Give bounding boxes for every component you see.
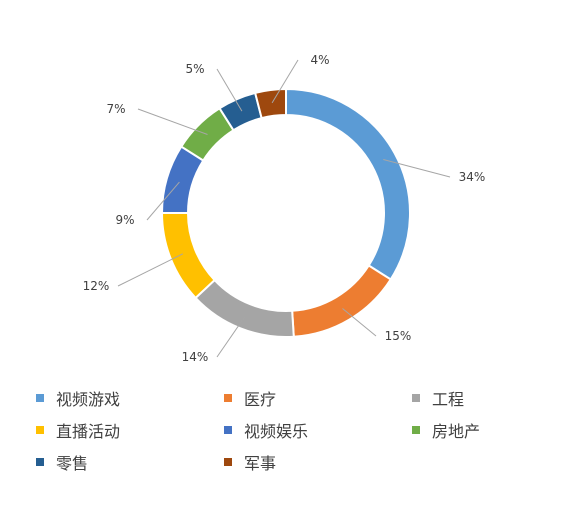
legend-label: 房地产	[432, 422, 481, 441]
slice-2	[291, 264, 393, 338]
legend-item-7: 零售	[36, 450, 88, 474]
legend-label: 医疗	[244, 390, 277, 409]
legend-swatch	[412, 394, 420, 402]
slice-3	[194, 278, 295, 338]
leader-line-6	[137, 108, 208, 135]
leader-line-5	[146, 181, 180, 221]
legend-item-8: 军事	[224, 450, 276, 474]
legend-swatch	[36, 394, 44, 402]
legend-swatch	[412, 426, 420, 434]
data-labels: 34% 15% 14% 12% 9% 7% 5% 4%	[83, 53, 486, 364]
leader-lines	[117, 59, 451, 358]
legend-label: 直播活动	[56, 422, 121, 441]
leader-line-2	[342, 308, 377, 337]
legend-label: 视频游戏	[56, 390, 121, 409]
slice-4	[160, 212, 216, 300]
data-label-7: 5%	[185, 62, 204, 76]
data-label-6: 7%	[106, 102, 125, 116]
legend-item-2: 医疗	[224, 386, 276, 410]
legend-item-1: 视频游戏	[36, 386, 120, 410]
legend-swatch	[224, 426, 232, 434]
data-label-4: 12%	[83, 279, 110, 293]
data-label-3: 14%	[182, 350, 209, 364]
legend-label: 视频娱乐	[244, 422, 309, 441]
legend-swatch	[36, 458, 44, 466]
data-label-5: 9%	[115, 213, 134, 227]
legend-swatch	[224, 394, 232, 402]
legend-item-6: 房地产	[412, 418, 480, 442]
legend-item-4: 直播活动	[36, 418, 120, 442]
donut-chart: 34% 15% 14% 12% 9% 7% 5% 4%	[83, 53, 486, 364]
legend-swatch	[36, 426, 44, 434]
data-label-2: 15%	[385, 329, 412, 343]
legend-label: 工程	[432, 390, 465, 409]
slice-1	[285, 87, 411, 281]
legend-swatch	[224, 458, 232, 466]
donut-slices	[160, 87, 411, 338]
legend-label: 军事	[244, 454, 277, 473]
legend-item-5: 视频娱乐	[224, 418, 308, 442]
leader-line-7	[216, 68, 243, 112]
leader-line-1	[383, 159, 451, 178]
data-label-1: 34%	[459, 170, 486, 184]
legend-item-3: 工程	[412, 386, 464, 410]
legend-label: 零售	[56, 454, 89, 473]
leader-line-8	[271, 59, 299, 104]
slice-8	[253, 87, 287, 120]
leader-line-4	[117, 253, 184, 287]
data-label-8: 4%	[310, 53, 329, 67]
leader-line-3	[216, 315, 246, 358]
